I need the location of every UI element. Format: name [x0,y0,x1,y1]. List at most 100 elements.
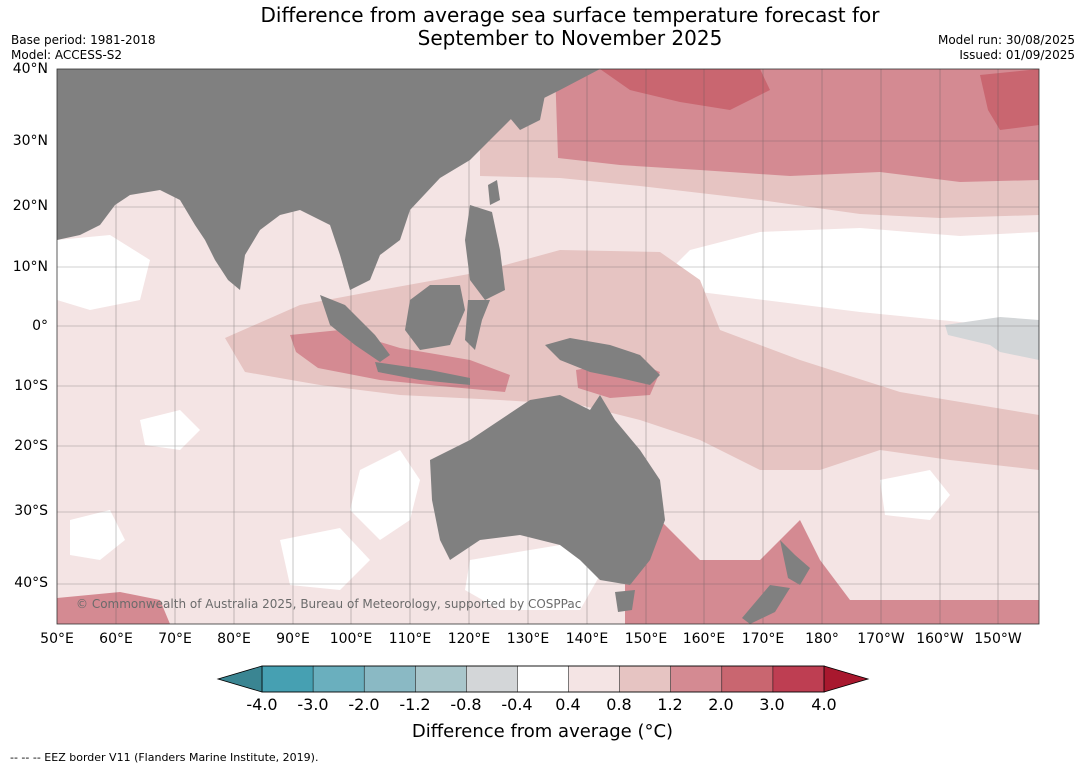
lat-label-30s: 30°S [14,503,48,519]
anomaly-indian-white-2 [350,450,420,540]
lon-label-70e: 70°E [158,631,192,647]
anomaly-indian-white-4 [280,528,370,590]
lon-label-50e: 50°E [40,631,74,647]
anomaly-indian-white-5 [70,510,125,560]
land-asia [57,69,600,290]
land-new-guinea [545,338,660,385]
land-java [375,362,470,385]
lat-label-40n: 40°N [12,61,48,77]
anomaly-north-pacific-core [600,69,770,110]
colorbar-tick: 3.0 [759,695,785,714]
title-line-1: Difference from average sea surface temp… [260,3,880,27]
colorbar-tick: -3.0 [297,695,329,714]
colorbar-extend-high [824,666,868,692]
colorbar-tick: 2.0 [708,695,734,714]
colorbar-cells [261,665,825,693]
anomaly-indian-white-3 [140,410,200,450]
lat-label-40s: 40°S [14,575,48,591]
colorbar-tick: -4.0 [246,695,278,714]
colorbar-cell [721,665,774,693]
colorbar-arrow-outline-right [823,665,870,693]
lat-label-20s: 20°S [14,438,48,454]
colorbar-cell [619,665,672,693]
lon-label-160e: 160°E [682,631,726,647]
colorbar-tick: -0.4 [501,695,533,714]
lon-label-80e: 80°E [217,631,251,647]
colorbar-cell [466,665,519,693]
colorbar-tick: 4.0 [811,695,837,714]
lat-label-20n: 20°N [12,198,48,214]
base-period: Base period: 1981-2018 [11,33,156,47]
lon-label-150w: 150°W [974,631,1022,647]
lon-label-100e: 100°E [329,631,373,647]
lat-label-10s: 10°S [14,378,48,394]
lon-label-170w: 170°W [857,631,905,647]
colorbar-cell [517,665,570,693]
copyright-notice: © Commonwealth of Australia 2025, Bureau… [76,597,582,611]
colorbar-tick: 0.4 [555,695,581,714]
colorbar-extend-low [218,666,262,692]
model-run: Model run: 30/08/2025 [937,33,1075,47]
land-nz-north [780,540,810,585]
colorbar-label: Difference from average (°C) [411,721,674,742]
lon-label-120e: 120°E [447,631,491,647]
colorbar-arrow-outline [216,665,263,693]
anomaly-east-pacific-white [668,228,1039,330]
colorbar-cell [568,665,621,693]
colorbar-cell [415,665,468,693]
colorbar-tick: 1.2 [657,695,683,714]
land-philippines [465,205,505,300]
issued-date: Issued: 01/09/2025 [959,48,1075,62]
colorbar-frame [261,665,825,693]
land-sulawesi [465,300,490,350]
title-line-2: September to November 2025 [417,26,723,50]
anomaly-northeast-core [980,69,1039,130]
lon-label-150e: 150°E [624,631,668,647]
anomaly-indian-white-1 [57,235,150,310]
lat-label-30n: 30°N [12,133,48,149]
anomaly-tasman-warm [625,520,1039,624]
land-sumatra [320,295,390,362]
land-taiwan [488,180,500,205]
colorbar-tick: -0.8 [450,695,482,714]
lon-label-110e: 110°E [388,631,432,647]
land-japan [500,80,545,130]
anomaly-south-australia-white [465,545,600,610]
lon-label-60e: 60°E [99,631,133,647]
land-borneo [405,285,465,350]
land-nz-south [742,585,790,624]
land-masses [57,69,810,624]
anomaly-southwest-warm [57,592,170,624]
lat-label-10n: 10°N [12,259,48,275]
graticule [57,69,1039,624]
meta-left: Base period: 1981-2018 Model: ACCESS-S2 [11,33,156,63]
map-canvas [57,69,1039,624]
anomaly-south-white-6 [880,470,950,520]
colorbar-tick: 0.8 [606,695,632,714]
lon-label-180: 180° [805,631,839,647]
colorbar-tick: -1.2 [399,695,431,714]
colorbar-cell [363,665,417,693]
meta-right: Model run: 30/08/2025 Issued: 01/09/2025 [938,33,1075,63]
land-arabia-tip [57,160,110,225]
colorbar-tick: -2.0 [348,695,380,714]
colorbar-cell [312,665,365,693]
lon-label-90e: 90°E [276,631,310,647]
lon-label-170e: 170°E [741,631,785,647]
map-title: Difference from average sea surface temp… [180,4,960,50]
lon-label-130e: 130°E [506,631,550,647]
lon-label-140e: 140°E [565,631,609,647]
land-australia [430,395,665,585]
colorbar-cell [772,665,825,693]
map-frame [56,68,1040,625]
lat-label-equator: 0° [32,318,48,334]
anomaly-east-pacific-cool [945,317,1039,360]
lon-label-160w: 160°W [916,631,964,647]
model-name: Model: ACCESS-S2 [11,48,123,62]
colorbar-cell [261,665,314,693]
eez-note: -- -- -- EEZ border V11 (Flanders Marine… [10,751,319,764]
colorbar-cell [670,665,723,693]
land-tasmania [615,590,635,612]
